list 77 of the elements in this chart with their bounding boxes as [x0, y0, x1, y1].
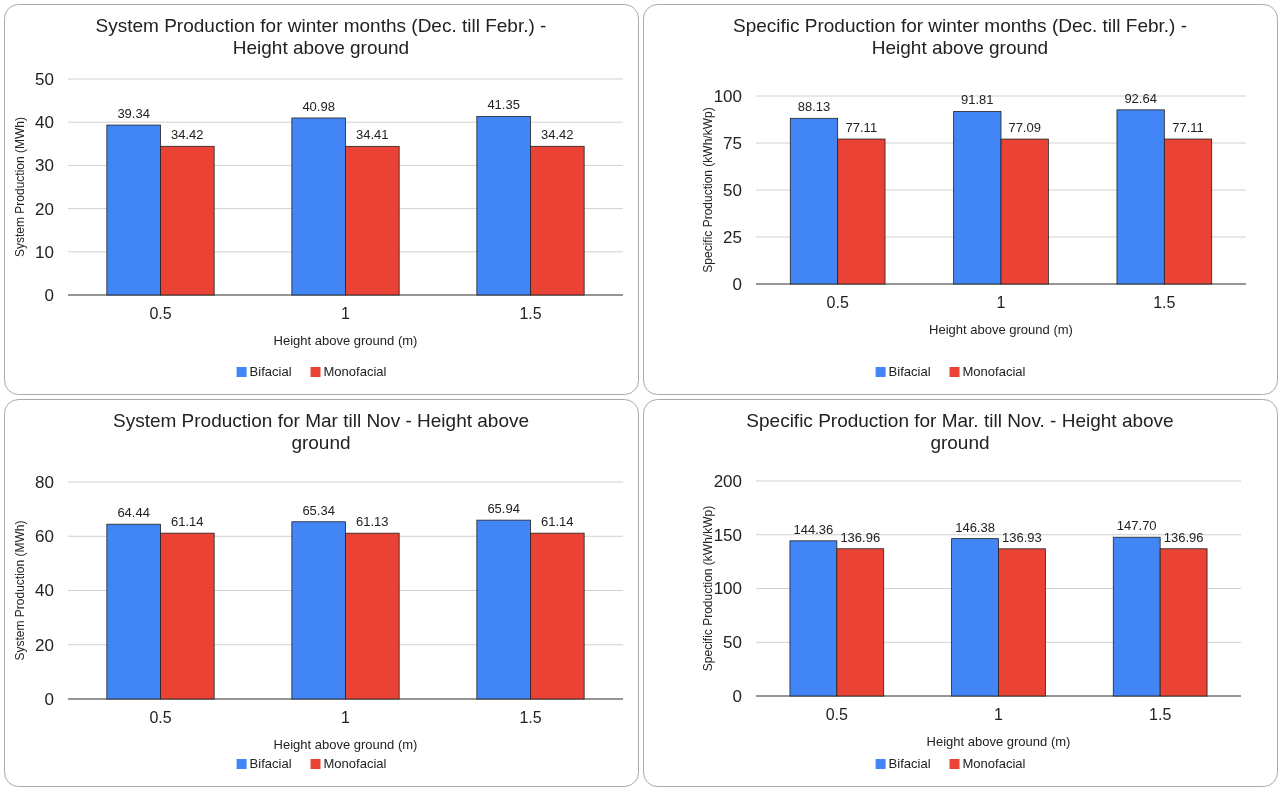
legend-label: Monofacial [962, 756, 1026, 771]
y-tick-label: 0 [732, 686, 742, 706]
chart-title: System Production for Mar till Nov - Height above ground [112, 410, 530, 453]
x-tick-label: 1 [994, 706, 1004, 723]
y-tick-label: 40 [35, 113, 54, 133]
y-axis-title: Specific Production (kWh/kWp) [701, 505, 715, 672]
y-axis-title: Specific Production (kWh/kWp) [701, 107, 715, 273]
y-tick-label: 0 [44, 285, 54, 305]
data-label: 65.94 [487, 501, 520, 517]
x-tick-label: 1 [996, 294, 1006, 311]
data-label: 34.42 [171, 127, 204, 143]
data-label: 77.11 [1172, 120, 1204, 136]
y-tick-label: 50 [723, 180, 742, 200]
y-tick-label: 50 [723, 633, 742, 653]
x-tick-label: 1.5 [1149, 706, 1172, 723]
chart-title: Specific Production for Mar. till Nov. - Height above ground [746, 410, 1174, 453]
chart-title: System Production for winter months (Dec. till Febr.) - Height above ground [95, 15, 547, 58]
y-tick-label: 20 [35, 635, 54, 655]
y-tick-label: 40 [35, 581, 54, 601]
legend-label: Bifacial [249, 364, 292, 379]
data-label: 92.64 [1124, 90, 1157, 106]
legend-label: Monofacial [323, 756, 387, 771]
y-tick-label: 0 [44, 689, 54, 709]
data-label: 136.93 [1002, 529, 1042, 545]
x-tick-label: 1.5 [1153, 294, 1176, 311]
y-tick-label: 0 [732, 274, 742, 294]
data-label: 64.44 [117, 505, 150, 521]
data-label: 88.13 [797, 99, 831, 115]
x-tick-label: 1.5 [519, 305, 542, 322]
data-label: 34.42 [541, 127, 574, 143]
y-tick-label: 75 [723, 133, 742, 153]
data-label: 136.96 [840, 529, 881, 545]
y-tick-label: 60 [35, 527, 54, 547]
data-label: 34.41 [356, 127, 389, 143]
x-tick-label: 1.5 [519, 709, 542, 726]
x-axis-title: Height above ground (m) [273, 737, 418, 752]
legend-label: Bifacial [249, 756, 292, 771]
x-tick-label: 0.5 [149, 709, 172, 726]
x-tick-label: 1 [341, 709, 351, 726]
y-tick-label: 100 [713, 86, 742, 106]
data-label: 147.70 [1116, 518, 1157, 534]
y-tick-label: 10 [35, 242, 54, 262]
x-tick-label: 0.5 [825, 706, 849, 723]
data-label: 146.38 [955, 519, 995, 535]
data-label: 136.96 [1163, 529, 1204, 545]
x-axis-title: Height above ground (m) [929, 322, 1073, 337]
y-tick-label: 100 [713, 579, 742, 599]
x-tick-label: 0.5 [149, 305, 172, 322]
y-tick-label: 80 [35, 472, 54, 492]
data-label: 77.11 [845, 120, 878, 136]
x-tick-label: 0.5 [826, 294, 849, 311]
data-label: 77.09 [1008, 120, 1041, 136]
y-tick-label: 150 [713, 525, 742, 545]
x-axis-title: Height above ground (m) [926, 734, 1071, 749]
data-label: 61.14 [171, 514, 204, 530]
legend-label: Monofacial [962, 364, 1026, 379]
y-axis-title: System Production (MWh) [13, 520, 27, 661]
y-tick-label: 20 [35, 199, 54, 219]
y-tick-label: 200 [713, 471, 742, 491]
data-label: 39.34 [117, 106, 150, 122]
y-axis-title: System Production (MWh) [13, 116, 27, 258]
y-tick-label: 30 [35, 156, 54, 176]
data-label: 61.13 [356, 514, 389, 530]
x-axis-title: Height above ground (m) [273, 333, 418, 348]
data-label: 65.34 [302, 502, 335, 518]
chart-title: Specific Production for winter months (Dec. till Febr.) - Height above ground [732, 15, 1188, 58]
data-label: 144.36 [793, 521, 834, 537]
y-tick-label: 50 [35, 69, 54, 89]
legend-label: Bifacial [888, 756, 931, 771]
data-label: 41.35 [487, 97, 520, 113]
legend-label: Monofacial [323, 364, 387, 379]
data-label: 61.14 [541, 514, 574, 530]
data-label: 40.98 [302, 98, 335, 114]
data-label: 91.81 [961, 92, 994, 108]
y-tick-label: 25 [723, 227, 742, 247]
legend-label: Bifacial [888, 364, 931, 379]
x-tick-label: 1 [341, 305, 351, 322]
